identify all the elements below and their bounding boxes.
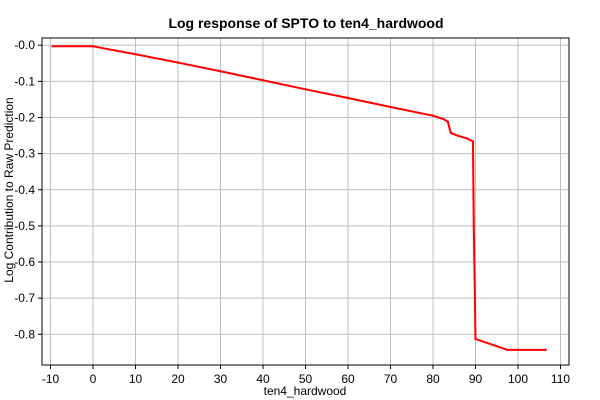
y-tick-label: -0.5: [14, 219, 35, 233]
x-tick-label: 80: [426, 372, 440, 386]
y-axis-label: Log Contribution to Raw Prediction: [2, 97, 16, 282]
y-tick-label: -0.2: [14, 110, 35, 124]
data-point: [346, 96, 350, 100]
y-tick-label: -0.8: [14, 327, 35, 341]
data-point: [516, 348, 520, 352]
x-tick-label: 20: [171, 372, 185, 386]
data-point: [176, 61, 180, 64]
y-tick-label: -0.4: [14, 183, 35, 197]
data-point: [51, 45, 54, 48]
x-tick-label: 0: [90, 372, 97, 386]
data-point: [495, 345, 498, 348]
x-axis: -10 0 10 20 30 40 50 60 70 80 90 100 110: [42, 365, 570, 386]
x-tick-label: 90: [469, 372, 483, 386]
chart-title: Log response of SPTO to ten4_hardwood: [168, 15, 443, 31]
y-tick-label: -0.0: [14, 38, 35, 52]
data-point: [261, 79, 265, 82]
data-point: [304, 88, 307, 91]
series-line: [52, 45, 546, 351]
data-point: [449, 131, 453, 135]
x-tick-label: 100: [508, 372, 528, 386]
y-tick-label: -0.7: [14, 291, 35, 305]
data-point: [389, 105, 392, 109]
data-point: [471, 140, 475, 143]
data-point: [472, 224, 475, 228]
x-tick-label: 10: [129, 372, 143, 386]
data-point: [465, 137, 469, 140]
data-point: [474, 337, 477, 341]
x-tick-label: 110: [551, 372, 570, 386]
x-tick-label: 40: [256, 372, 270, 386]
data-point: [134, 53, 137, 56]
x-axis-label: ten4_hardwood: [264, 384, 347, 398]
x-tick-label: -10: [42, 372, 60, 386]
data-point: [442, 118, 446, 121]
data-point: [219, 70, 222, 73]
y-tick-label: -0.6: [14, 255, 35, 269]
y-tick-label: -0.3: [14, 147, 35, 161]
data-point: [431, 114, 435, 117]
series-group: [51, 45, 547, 352]
data-point: [506, 348, 509, 352]
x-tick-label: 70: [384, 372, 398, 386]
y-tick-label: -0.1: [14, 74, 35, 88]
x-tick-label: 30: [214, 372, 228, 386]
data-point: [91, 45, 95, 48]
data-point: [457, 134, 460, 138]
y-axis: -0.0 -0.1 -0.2 -0.3 -0.4 -0.5 -0.6 -0.7 -0.8: [14, 38, 42, 341]
data-point: [544, 348, 547, 352]
x-tick-label: 60: [341, 372, 355, 386]
x-tick-label: 50: [299, 372, 313, 386]
data-point: [446, 120, 450, 124]
